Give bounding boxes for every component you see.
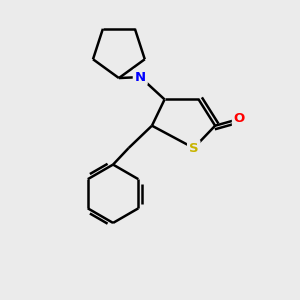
Text: O: O (234, 112, 245, 125)
Text: S: S (189, 142, 199, 154)
Text: N: N (135, 70, 146, 84)
